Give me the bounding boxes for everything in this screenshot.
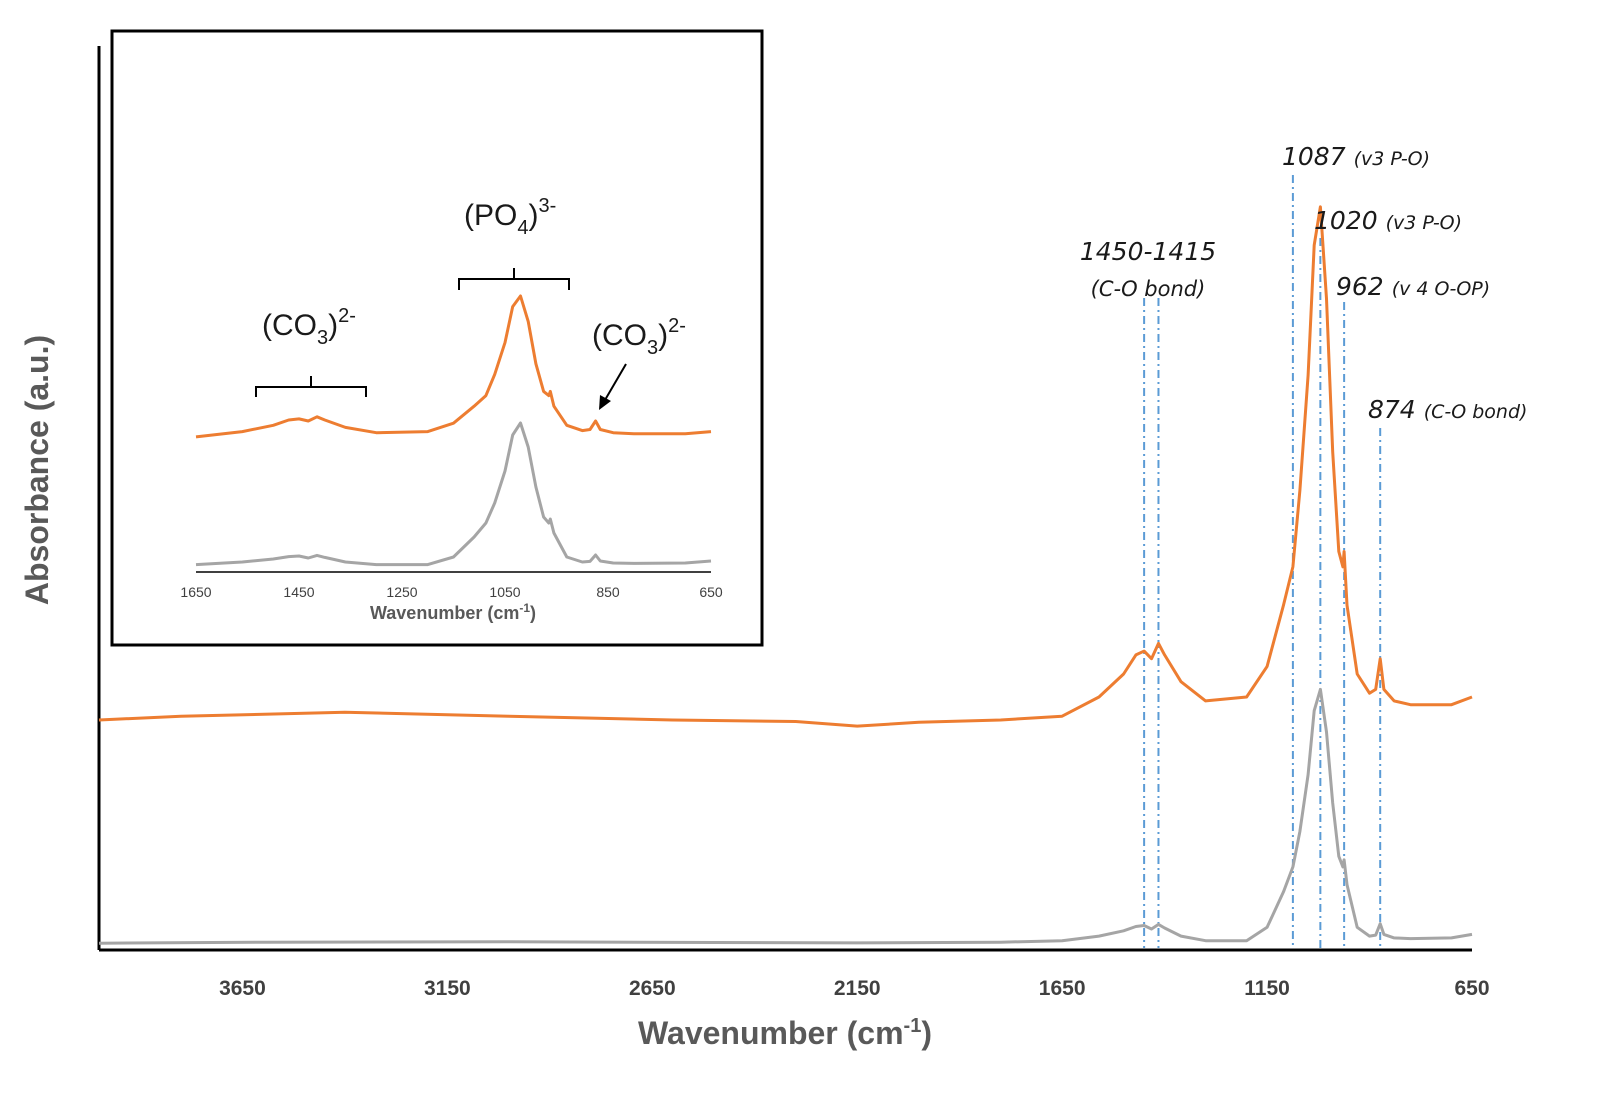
orange-spectrum-line xyxy=(98,205,1473,728)
inset-label-co3-right: (CO3)2- xyxy=(592,315,686,359)
inset-chart: 1650 1450 1250 1050 850 650 Wavenumber (cm-1)… xyxy=(110,29,764,647)
inset-x-tick-label: 650 xyxy=(699,584,723,600)
annotation-1020: 1020 (v3 P-O) xyxy=(1314,206,1462,235)
x-axis-title: Wavenumber (cm-1) xyxy=(638,1015,932,1051)
annotation-1450-1415: 1450-1415 xyxy=(1080,237,1216,266)
x-tick-label: 650 xyxy=(1454,977,1489,1000)
inset-x-tick-label: 1650 xyxy=(180,584,211,600)
inset-x-tick-label: 850 xyxy=(596,584,620,600)
inset-orange-spectrum-line xyxy=(195,294,712,439)
inset-label-co3-left: (CO3)2- xyxy=(262,305,356,349)
x-tick-label: 2150 xyxy=(834,977,881,1000)
inset-gray-spectrum-line xyxy=(195,421,712,567)
inset-x-tick-label: 1450 xyxy=(283,584,314,600)
inset-bracket-co3-left xyxy=(255,376,367,397)
annotation-1087: 1087 (v3 P-O) xyxy=(1282,142,1430,171)
annotation-874: 874 (C-O bond) xyxy=(1368,395,1527,424)
inset-x-axis-title: Wavenumber (cm-1) xyxy=(370,601,536,623)
peak-guide-lines xyxy=(1143,175,1382,948)
x-tick-label: 2650 xyxy=(629,977,676,1000)
y-axis-title: Absorbance (a.u.) xyxy=(19,335,55,605)
x-tick-label: 1650 xyxy=(1039,977,1086,1000)
inset-label-po4: (PO4)3- xyxy=(464,195,556,239)
inset-bracket-po4 xyxy=(458,268,570,290)
x-tick-label: 3650 xyxy=(219,977,266,1000)
inset-arrow-head xyxy=(599,395,611,410)
x-tick-label: 3150 xyxy=(424,977,471,1000)
annotation-1450-1415-note: (C-O bond) xyxy=(1091,277,1206,301)
gray-spectrum-line xyxy=(98,687,1473,945)
inset-frame xyxy=(110,29,764,647)
x-tick-label: 1150 xyxy=(1244,977,1290,1000)
inset-x-tick-label: 1250 xyxy=(386,584,417,600)
inset-x-tick-label: 1050 xyxy=(489,584,520,600)
inset-arrow xyxy=(604,363,627,401)
x-tick-labels: 3650 3150 2650 2150 1650 1150 650 xyxy=(219,977,1489,1000)
annotation-962: 962 (v 4 O-OP) xyxy=(1336,272,1490,301)
inset-x-tick-labels: 1650 1450 1250 1050 850 650 xyxy=(180,584,722,600)
